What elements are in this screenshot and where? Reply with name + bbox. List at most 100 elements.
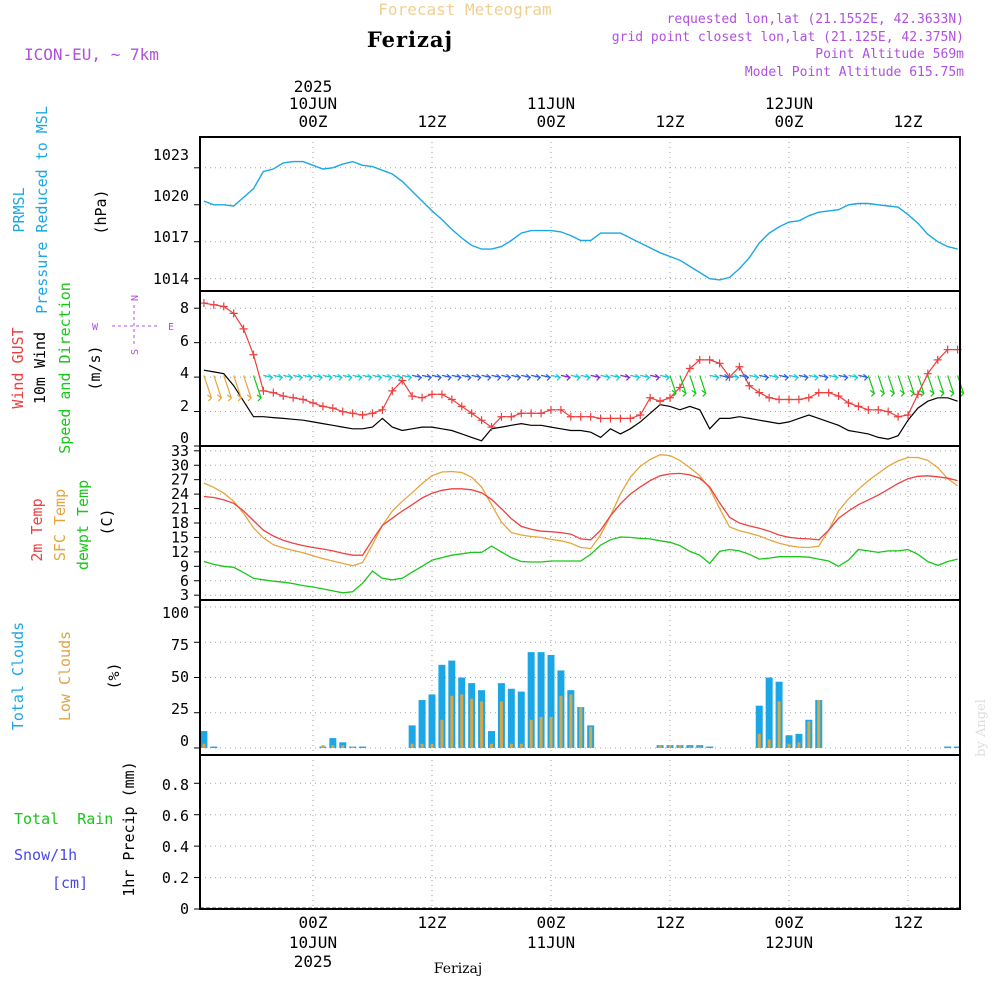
wind-arrow (511, 373, 522, 381)
low-cloud-bar (559, 695, 563, 748)
top-day-label-2: 11JUN (527, 94, 575, 113)
wind-arrow-shaft (848, 374, 858, 378)
gust-marker (249, 350, 258, 359)
gust-marker (566, 412, 575, 421)
wind-arrow (610, 373, 621, 381)
wind-arrow-head (734, 373, 740, 381)
gust-marker (378, 405, 387, 414)
wind-arrow-shaft (431, 374, 442, 378)
bottom-tick-label-2: 12Z (418, 913, 447, 932)
wind-unit: (m/s) (86, 345, 104, 390)
low-cloud-bar (549, 716, 553, 748)
gust-marker (279, 392, 288, 401)
total-cloud-bar (359, 746, 367, 748)
model-label: ICON-EU, ~ 7km (24, 45, 159, 64)
gust-marker (675, 383, 684, 392)
top-day-label-1: 10JUN (289, 94, 337, 113)
wind-arrow-head (803, 373, 809, 381)
wind-arrow-shaft (818, 374, 828, 378)
wind-arrow-shaft (332, 374, 342, 378)
wind-arrow (640, 373, 651, 381)
wind-arrow-head (664, 373, 670, 381)
gust-marker (408, 392, 417, 401)
wind-arrow (788, 373, 799, 381)
wind-tick-6: 6 (180, 332, 189, 350)
gust-marker (507, 412, 516, 421)
wind-arrow-head (456, 373, 462, 381)
wind-arrow-shaft (511, 374, 521, 378)
gust-marker (358, 411, 367, 419)
pressure-frame (199, 136, 961, 292)
low-cloud-bar (777, 701, 781, 748)
gust-marker (447, 395, 456, 404)
total-cloud-bar (200, 731, 208, 748)
pressure-label-long: Pressure Reduced to MSL (33, 106, 51, 314)
wind-arrow (372, 373, 383, 381)
panel-frames (199, 136, 961, 910)
gust-marker (517, 409, 526, 418)
wind-arrow-shaft (263, 374, 273, 378)
wind-arrow-shaft (392, 374, 402, 378)
wind-arrow-shaft (441, 374, 452, 378)
wind-arrow (402, 373, 413, 381)
wind-arrow-head (595, 373, 601, 381)
wind-arrow (431, 373, 442, 381)
wind-arrow-shaft (342, 374, 352, 378)
gust-marker (913, 390, 922, 399)
wind-arrow (927, 375, 935, 397)
wind-arrow-shaft (769, 374, 779, 378)
wind-arrow-shaft (421, 374, 432, 378)
low-cloud-bar (480, 701, 484, 748)
wind-arrow-shaft (650, 374, 660, 378)
low-cloud-bar (817, 700, 821, 748)
low-cloud-bar (509, 743, 513, 748)
wind-compass-icon: N S W E (92, 295, 174, 355)
gust-marker (299, 395, 308, 404)
wind-arrow-head (605, 373, 611, 381)
precip-tick-0.8: 0.8 (162, 776, 189, 794)
wind-gust-line (203, 302, 958, 428)
total-cloud-bar (329, 738, 337, 748)
clouds-tick-25: 25 (171, 700, 189, 718)
wind-arrow-shaft (293, 374, 303, 378)
gust-marker (467, 409, 476, 418)
wind-arrow (838, 373, 849, 381)
wind-arrow (650, 373, 661, 381)
wind-arrow-head (625, 373, 631, 381)
pressure-unit: (hPa) (92, 189, 110, 234)
wind-arrow (729, 373, 740, 381)
wind-arrow (699, 375, 707, 397)
gust-marker (338, 407, 347, 416)
temp-tick: 30 (171, 456, 189, 474)
wind-arrow (283, 373, 294, 381)
wind-arrow (382, 373, 393, 381)
wind-arrow-head (256, 394, 262, 402)
low-cloud-bar (351, 746, 355, 748)
gust-marker (457, 402, 466, 411)
wind-arrow-shaft (402, 374, 412, 378)
wind-arrow (897, 375, 905, 397)
wind-arrow-head (753, 373, 760, 381)
wind-arrow-head (226, 394, 233, 402)
total-cloud-bar (755, 705, 763, 748)
wind-10m-label: 10m Wind (31, 332, 49, 404)
wind-arrow-shaft (709, 374, 719, 378)
requested-coords: requested lon,lat (21.1552E, 42.3633N) (667, 12, 964, 27)
clouds-tick-75: 75 (171, 636, 189, 654)
wind-arrow-head (327, 373, 333, 381)
wind-arrow-shaft (412, 374, 422, 378)
wind-arrow-shaft (788, 374, 799, 378)
gust-marker (874, 405, 883, 414)
wind-arrow (471, 373, 482, 381)
wind-arrow (630, 373, 641, 381)
gust-marker (219, 302, 228, 311)
wind-arrow-shaft (580, 374, 590, 378)
wind-arrow (907, 375, 915, 397)
wind-arrow (412, 373, 423, 381)
wind-arrow (451, 373, 462, 381)
gust-marker (804, 393, 813, 402)
wind-arrow-head (853, 373, 859, 381)
gust-marker (824, 388, 833, 397)
wind-arrow (252, 375, 262, 402)
wind-arrow (709, 373, 720, 381)
